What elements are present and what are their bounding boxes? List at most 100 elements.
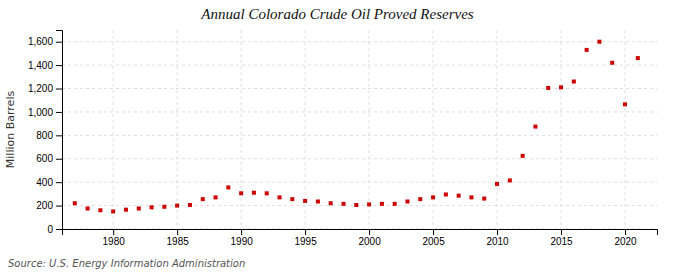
point [405, 199, 409, 203]
tick-mark [305, 229, 306, 235]
point [316, 199, 320, 203]
grid-line [62, 41, 657, 42]
point [636, 56, 640, 60]
point [354, 203, 358, 207]
chart: 1980198519901995200020052010201520200200… [0, 0, 675, 275]
tick-mark [433, 229, 434, 235]
tick: 1995 [294, 229, 317, 247]
grid-line [561, 30, 562, 229]
point [265, 191, 269, 195]
tick-label: 1995 [294, 236, 317, 247]
tick-mark [56, 89, 62, 90]
tick-label: 400 [36, 177, 53, 188]
point [418, 197, 422, 201]
tick-label: 1990 [231, 236, 254, 247]
tick: 2000 [358, 229, 381, 247]
tick-label: 1,200 [28, 83, 53, 94]
tick-label: 2000 [358, 236, 381, 247]
axis-line [63, 230, 658, 236]
point [610, 61, 614, 65]
point [226, 185, 230, 189]
grid-line [113, 30, 114, 229]
tick: 800 [36, 130, 62, 141]
point [431, 195, 435, 199]
tick: 1,400 [28, 60, 62, 71]
tick-label: 600 [36, 153, 53, 164]
point [303, 199, 307, 203]
point [162, 205, 166, 209]
title: Annual Colorado Crude Oil Proved Reserve… [200, 6, 473, 22]
tick: 2010 [486, 229, 509, 247]
point [521, 154, 525, 158]
tick-label: 2020 [614, 236, 637, 247]
annotation: Source: U.S. Energy Information Administ… [8, 258, 245, 269]
tick-label: 2015 [550, 236, 573, 247]
point [482, 197, 486, 201]
point [508, 178, 512, 182]
tick-label: 2010 [486, 236, 509, 247]
tick: 2015 [550, 229, 573, 247]
grid-line [62, 65, 657, 66]
grid-line [625, 30, 626, 229]
points [73, 40, 640, 214]
point [252, 191, 256, 195]
point [444, 192, 448, 196]
tick-mark [369, 229, 370, 235]
tick-label: 1,400 [28, 60, 53, 71]
point [457, 194, 461, 198]
point [239, 191, 243, 195]
tick-mark [56, 42, 62, 43]
tick-label: 1,600 [28, 36, 53, 47]
x-axis: 1980 1985 1990 1995 2000 2005 2010 2015 2020 [63, 229, 658, 247]
tick-label: 1980 [103, 236, 126, 247]
tick-mark [56, 159, 62, 160]
point [469, 195, 473, 199]
grid-line [177, 30, 178, 229]
point [533, 125, 537, 129]
grid-line [62, 111, 657, 112]
tick-mark [56, 112, 62, 113]
point [150, 205, 154, 209]
tick: 1,200 [28, 83, 62, 94]
tick-label: 1985 [167, 236, 190, 247]
tick-mark [56, 182, 62, 183]
point [188, 203, 192, 207]
tick-mark [497, 229, 498, 235]
tick: 1985 [167, 229, 190, 247]
tick-mark [561, 229, 562, 235]
tick: 400 [36, 177, 62, 188]
point [597, 40, 601, 44]
tick: 600 [36, 153, 62, 164]
point [393, 202, 397, 206]
tick-mark [56, 229, 62, 230]
point [585, 48, 589, 52]
grid-line [497, 30, 498, 229]
tick: 2020 [614, 229, 637, 247]
point [175, 204, 179, 208]
grid-line [62, 88, 657, 89]
tick-label: 1,000 [28, 107, 53, 118]
axis-line [56, 31, 63, 230]
point [73, 201, 77, 205]
tick-label: 2005 [422, 236, 445, 247]
tick-mark [113, 229, 114, 235]
grid-line [62, 135, 657, 136]
grid-line [369, 30, 370, 229]
point [86, 207, 90, 211]
tick-mark [56, 206, 62, 207]
tick: 1,600 [28, 36, 62, 47]
tick-mark [177, 229, 178, 235]
tick-mark [56, 65, 62, 66]
y-axis: 02004006008001,0001,2001,4001,600 [28, 31, 63, 235]
tick-label: 200 [36, 200, 53, 211]
grid-line [62, 182, 657, 183]
tick-mark [56, 135, 62, 136]
tick-label: 800 [36, 130, 53, 141]
tick: 1980 [103, 229, 126, 247]
point [137, 207, 141, 211]
point [201, 197, 205, 201]
tick: 200 [36, 200, 62, 211]
tick-mark [241, 229, 242, 235]
point [278, 195, 282, 199]
point [290, 197, 294, 201]
